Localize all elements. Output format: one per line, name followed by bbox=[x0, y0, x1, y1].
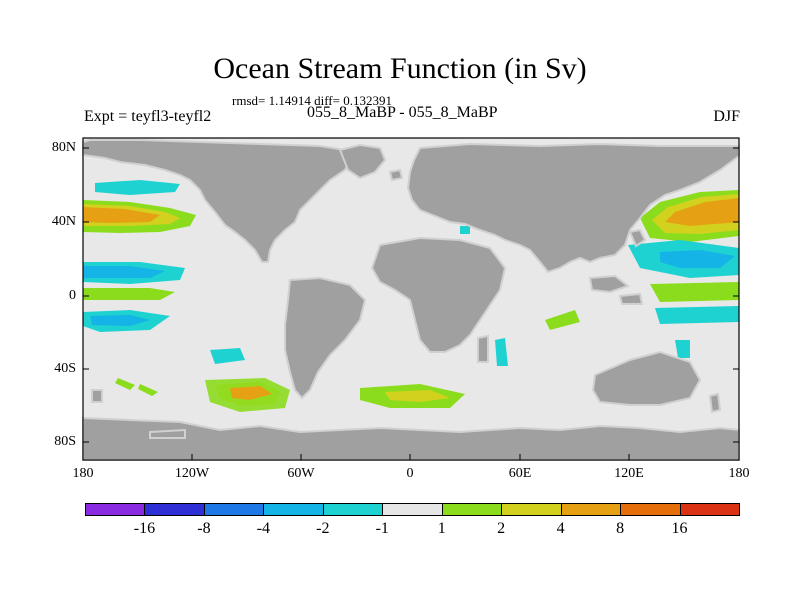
colorbar-label: 4 bbox=[556, 520, 565, 537]
contour-patch-aus-s bbox=[675, 340, 690, 358]
contour-np-east-core bbox=[665, 198, 739, 226]
landmass-iceland bbox=[388, 168, 404, 182]
contour-southern-2-core bbox=[385, 390, 450, 402]
colorbar-swatch bbox=[679, 503, 740, 516]
contour-patch-sw2 bbox=[138, 384, 158, 396]
contour-subpolar-west bbox=[95, 180, 180, 195]
stats-label: rmsd= 1.14914 diff= 0.132391 bbox=[232, 93, 392, 108]
landmass-sw-island bbox=[91, 389, 103, 403]
colorbar-swatch bbox=[263, 503, 324, 516]
period-label: 055_8_MaBP - 055_8_MaBP bbox=[307, 104, 498, 121]
x-tick-60e: 60E bbox=[508, 466, 532, 481]
y-tick-40n: 40N bbox=[51, 214, 76, 229]
landmass-japan bbox=[628, 228, 647, 248]
landmass-north-america bbox=[82, 139, 352, 263]
colorbar-swatch bbox=[322, 503, 384, 516]
x-tick-0: 0 bbox=[406, 466, 414, 481]
landmass-indonesia bbox=[588, 274, 631, 294]
colorbar-swatch bbox=[85, 503, 146, 516]
colorbar-swatch bbox=[560, 503, 622, 516]
contour-patch-ind2 bbox=[545, 310, 580, 330]
y-tick-0: 0 bbox=[69, 288, 76, 303]
colorbar-swatch bbox=[441, 503, 503, 516]
landmass-australia bbox=[591, 350, 702, 406]
contour-trop-east-2 bbox=[650, 282, 739, 302]
landmass-eurasia bbox=[406, 142, 740, 274]
colorbar-label: 16 bbox=[671, 520, 688, 537]
experiment-label: Expt = teyfl3-teyfl2 bbox=[84, 108, 212, 125]
colorbar-label: -4 bbox=[256, 520, 271, 537]
colorbar-label: -1 bbox=[375, 520, 389, 537]
colorbar-label: 2 bbox=[497, 520, 506, 537]
x-tick-60w: 60W bbox=[287, 466, 315, 481]
contour-trop-west-1-core bbox=[83, 266, 165, 278]
colorbar-label: -16 bbox=[133, 520, 156, 537]
landmass-africa bbox=[370, 236, 507, 353]
contour-fills bbox=[83, 180, 739, 412]
x-tick-120e: 120E bbox=[614, 466, 644, 481]
map-frame bbox=[82, 137, 740, 461]
colorbar-label: 1 bbox=[437, 520, 446, 537]
colorbar-label: -2 bbox=[316, 520, 330, 537]
contour-patch-med bbox=[460, 226, 470, 234]
landmass-newguinea bbox=[618, 292, 644, 305]
axis-ticks bbox=[82, 147, 740, 460]
y-tick-80n: 80N bbox=[51, 140, 76, 155]
contour-patch-atl bbox=[210, 348, 245, 364]
plot-title: Ocean Stream Function (in Sv) bbox=[213, 52, 587, 85]
contour-patch-ind bbox=[495, 338, 508, 366]
contour-np-west-core bbox=[83, 207, 160, 223]
landmass-madagascar bbox=[477, 334, 489, 363]
colorbar-swatch bbox=[382, 503, 443, 516]
landmass-antarctic-peninsula bbox=[149, 428, 186, 439]
x-tick-120w: 120W bbox=[174, 466, 210, 481]
contour-trop-west-2 bbox=[83, 288, 175, 300]
colorbar-swatch bbox=[144, 503, 205, 516]
contour-trop-east-3 bbox=[655, 306, 739, 324]
y-tick-40s: 40S bbox=[54, 361, 76, 376]
colorbar-swatch bbox=[620, 503, 681, 516]
colorbar-swatch bbox=[501, 503, 562, 516]
x-tick-180e: 180 bbox=[728, 466, 750, 481]
season-label: DJF bbox=[713, 108, 740, 125]
colorbar-label: -8 bbox=[197, 520, 211, 537]
x-tick-180w: 180 bbox=[72, 466, 94, 481]
land-masses bbox=[82, 139, 740, 461]
contour-trop-west-3-core bbox=[90, 315, 150, 326]
landmass-south-america bbox=[284, 276, 367, 400]
landmass-greenland bbox=[338, 143, 387, 180]
landmass-antarctica bbox=[82, 416, 740, 461]
colorbar-swatch bbox=[203, 503, 265, 516]
colorbar-label: 8 bbox=[616, 520, 625, 537]
landmass-newzealand bbox=[708, 392, 722, 414]
contour-patch-sw bbox=[115, 378, 135, 390]
contour-trop-east-1-core bbox=[660, 250, 735, 268]
contour-southern-1-core bbox=[230, 386, 272, 400]
y-tick-80s: 80S bbox=[54, 434, 76, 449]
